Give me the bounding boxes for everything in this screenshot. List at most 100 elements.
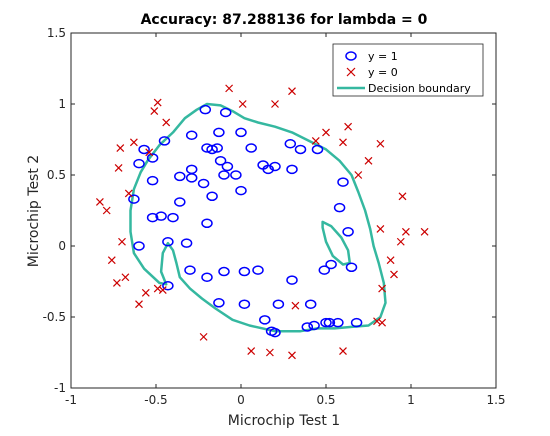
positive-point — [184, 265, 196, 275]
negative-point — [162, 118, 171, 127]
x-axis-label: Microchip Test 1 — [228, 413, 340, 429]
positive-point — [201, 218, 213, 229]
negative-point — [322, 128, 330, 137]
positive-point — [286, 164, 298, 175]
positive-point — [337, 177, 349, 187]
positive-point — [128, 194, 140, 204]
negative-point — [247, 347, 256, 356]
positive-point — [197, 178, 210, 189]
negative-point — [396, 237, 405, 246]
negative-point — [386, 256, 395, 265]
negative-point — [199, 332, 208, 341]
positive-point — [218, 170, 230, 180]
positive-point — [294, 144, 307, 155]
positive-point — [272, 299, 285, 309]
y-tick-label: 0.5 — [47, 168, 66, 182]
positive-point — [332, 317, 344, 328]
positive-point — [342, 227, 354, 237]
positive-point — [214, 156, 227, 166]
positive-point — [180, 238, 193, 248]
x-tick-label: 0 — [237, 393, 245, 407]
positive-point — [304, 299, 317, 309]
positive-point — [235, 185, 247, 196]
negative-point — [401, 227, 410, 236]
positive-point — [211, 143, 223, 153]
negative-point — [271, 100, 279, 108]
positive-point — [262, 164, 274, 175]
negative-point — [116, 144, 125, 152]
x-tick-label: 1 — [407, 393, 415, 407]
legend: y = 1 y = 0 Decision boundary — [332, 43, 484, 97]
negative-point — [153, 284, 162, 293]
positive-point — [218, 266, 230, 277]
negative-point — [135, 300, 143, 309]
positive-point — [333, 202, 346, 213]
negative-point — [141, 288, 150, 297]
positive-point — [138, 144, 150, 155]
positive-point — [345, 262, 358, 273]
negative-point — [118, 237, 126, 246]
legend-marker-positive — [345, 51, 357, 61]
points-layer — [95, 84, 429, 360]
positive-point — [146, 153, 159, 163]
negative-point — [114, 163, 123, 172]
positive-point — [286, 275, 298, 285]
positive-point — [133, 158, 145, 169]
negative-point — [288, 87, 296, 96]
positive-point — [221, 161, 234, 172]
positive-point — [174, 171, 186, 182]
negative-point — [376, 139, 385, 148]
positive-point — [284, 139, 297, 149]
negative-point — [373, 317, 381, 326]
negative-point — [354, 171, 363, 179]
negative-point — [238, 100, 247, 108]
positive-point — [318, 265, 331, 275]
negative-point — [102, 206, 111, 215]
chart-title: Accuracy: 87.288136 for lambda = 0 — [141, 12, 428, 28]
legend-label-positive: y = 1 — [368, 50, 398, 63]
x-tick-label: 0.5 — [316, 393, 335, 407]
legend-label-boundary: Decision boundary — [368, 82, 471, 95]
decision-boundary-inner — [321, 220, 352, 266]
positive-point — [230, 170, 242, 180]
negative-point — [311, 136, 320, 145]
positive-point — [238, 266, 251, 277]
positive-point — [325, 259, 337, 270]
x-tick-label: -0.5 — [144, 393, 167, 407]
positive-point — [350, 317, 363, 328]
negative-point — [107, 256, 116, 265]
negative-point — [364, 156, 373, 165]
negative-point — [339, 347, 347, 356]
negative-point — [265, 348, 274, 357]
positive-point — [162, 281, 174, 291]
x-tick-label: -1 — [65, 393, 77, 407]
positive-point — [219, 107, 232, 118]
positive-point — [269, 161, 281, 172]
positive-point — [185, 130, 198, 140]
negative-point — [390, 270, 398, 279]
negative-point — [145, 148, 154, 157]
y-tick-label: -0.5 — [43, 310, 66, 324]
y-tick-label: 0 — [58, 239, 66, 253]
negative-point — [225, 84, 234, 93]
positive-point — [320, 317, 332, 328]
negative-point — [158, 286, 167, 294]
positive-point — [146, 212, 159, 223]
positive-point — [259, 315, 271, 325]
positive-point — [158, 136, 171, 146]
negative-point — [339, 138, 347, 147]
y-axis-label: Microchip Test 2 — [26, 155, 42, 267]
negative-point — [121, 273, 130, 282]
negative-point — [378, 284, 387, 293]
positive-point — [201, 272, 213, 282]
positive-point — [311, 144, 324, 155]
negative-point — [398, 192, 407, 201]
positive-point — [308, 320, 320, 331]
positive-point — [206, 191, 218, 202]
negative-point — [129, 138, 138, 147]
positive-point — [185, 173, 198, 183]
positive-point — [206, 144, 218, 155]
positive-point — [199, 104, 212, 115]
negative-point — [153, 98, 162, 107]
